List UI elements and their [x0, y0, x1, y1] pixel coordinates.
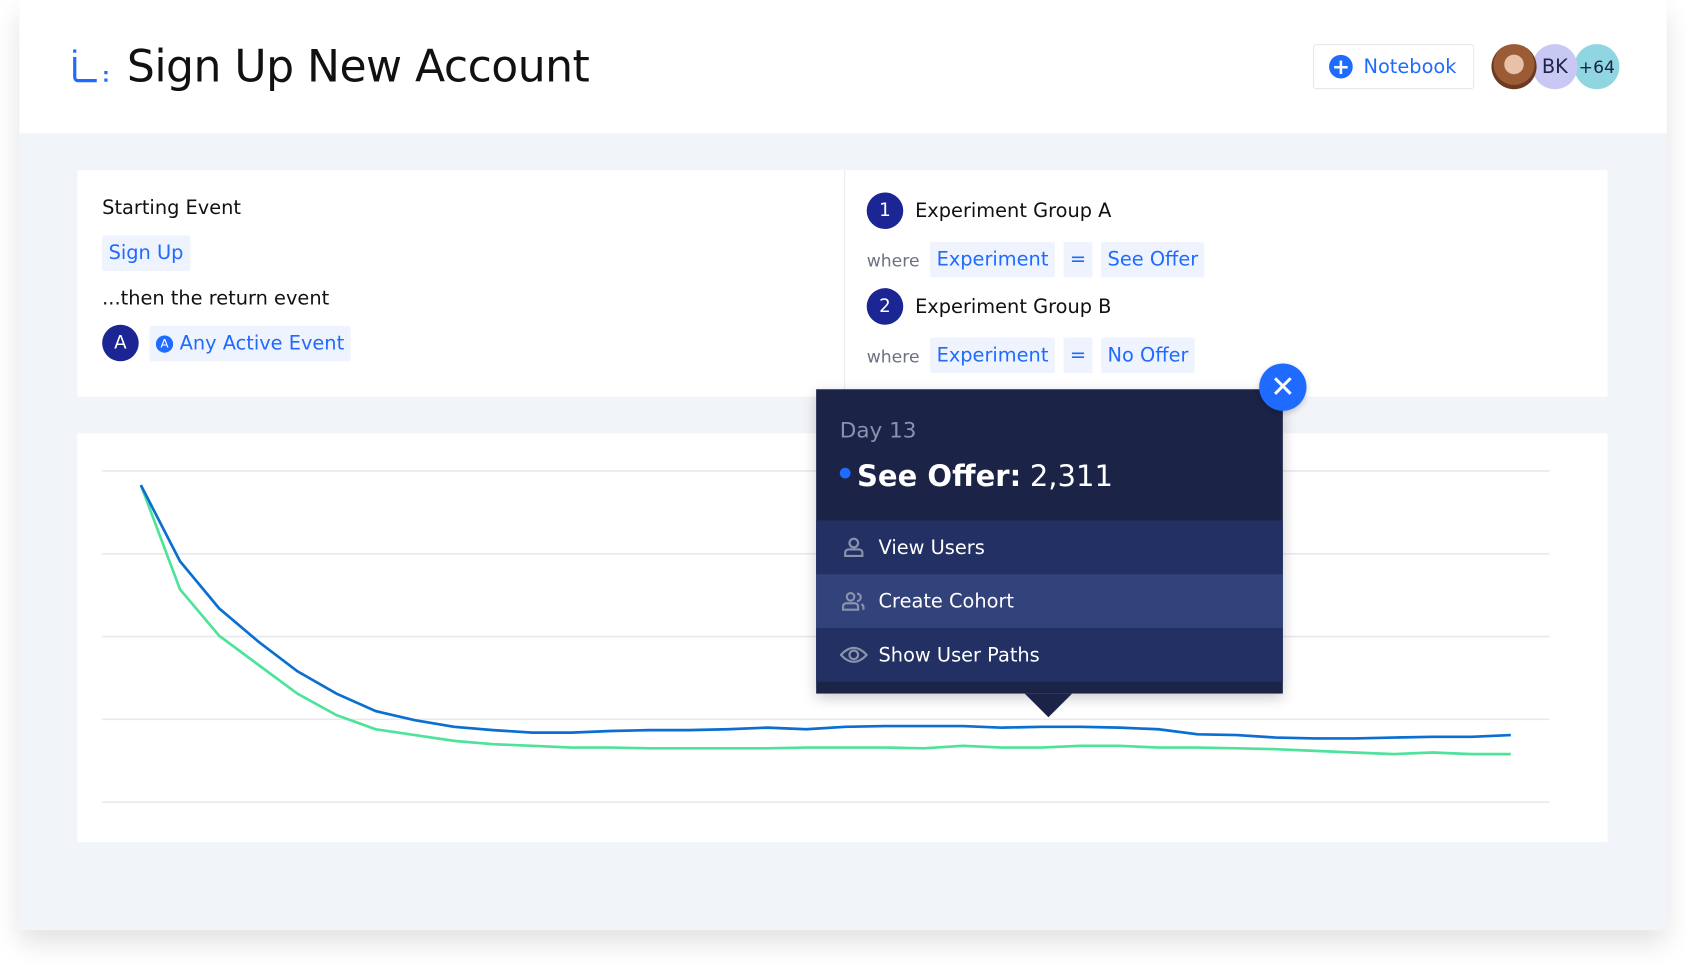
return-event-text: Any Active Event [179, 332, 345, 355]
group-a-where: where [866, 250, 920, 271]
query-panel: Starting Event Sign Up ...then the retur… [77, 169, 1608, 397]
show-user-paths-label: Show User Paths [878, 643, 1040, 667]
view-users-item[interactable]: View Users [816, 520, 1283, 575]
tooltip-series-value: 2,311 [1029, 460, 1113, 494]
page-title: Sign Up New Account [126, 40, 590, 93]
group-b-operator[interactable]: = [1063, 337, 1093, 374]
notebook-label: Notebook [1363, 55, 1457, 78]
avatar-photo[interactable] [1491, 44, 1537, 90]
starting-event-label: Starting Event [102, 196, 241, 220]
app-window: Sign Up New Account + Notebook BK +64 St… [19, 0, 1667, 931]
avatar-more-count[interactable]: +64 [1574, 44, 1620, 90]
starting-event-chip[interactable]: Sign Up [102, 235, 190, 271]
tooltip-pointer [1024, 693, 1073, 718]
series-line-2[interactable] [139, 484, 1511, 756]
logo-icon [73, 49, 108, 83]
users-icon [840, 590, 868, 612]
show-user-paths-item[interactable]: Show User Paths [816, 627, 1283, 682]
return-event-badge: A [102, 324, 139, 362]
return-event-chip[interactable]: A Any Active Event [149, 325, 351, 362]
group-b-property[interactable]: Experiment [930, 337, 1055, 374]
group-a-value[interactable]: See Offer [1101, 241, 1205, 278]
series-line-1[interactable] [139, 484, 1511, 740]
view-users-label: View Users [878, 536, 985, 559]
close-icon[interactable]: ✕ [1259, 363, 1307, 411]
group-a-badge: 1 [866, 192, 904, 230]
plus-icon: + [1329, 54, 1353, 78]
header: Sign Up New Account + Notebook BK +64 [19, 0, 1667, 134]
eye-icon [839, 645, 868, 664]
group-a-name: Experiment Group A [915, 200, 1112, 223]
return-event-label: ...then the return event [102, 287, 330, 310]
create-cohort-item[interactable]: Create Cohort [816, 574, 1283, 628]
tooltip-day: Day 13 [839, 417, 917, 444]
user-icon [840, 537, 868, 559]
divider [844, 169, 846, 397]
notebook-button[interactable]: + Notebook [1312, 44, 1475, 90]
avatar-bk[interactable]: BK [1532, 44, 1578, 90]
series-dot-icon [839, 467, 851, 478]
group-b-where: where [866, 346, 920, 367]
active-event-icon: A [155, 334, 174, 353]
tooltip-value: See Offer: 2,311 [839, 460, 1113, 494]
group-b-name: Experiment Group B [915, 295, 1112, 319]
group-a-operator[interactable]: = [1063, 241, 1093, 278]
tooltip-series-label: See Offer: [857, 460, 1022, 494]
group-b-value[interactable]: No Offer [1101, 337, 1195, 374]
group-a-property[interactable]: Experiment [930, 241, 1055, 278]
chart-tooltip: Day 13 See Offer: 2,311 View Users Creat… [816, 389, 1283, 694]
create-cohort-label: Create Cohort [878, 589, 1015, 613]
group-b-badge: 2 [866, 288, 904, 325]
